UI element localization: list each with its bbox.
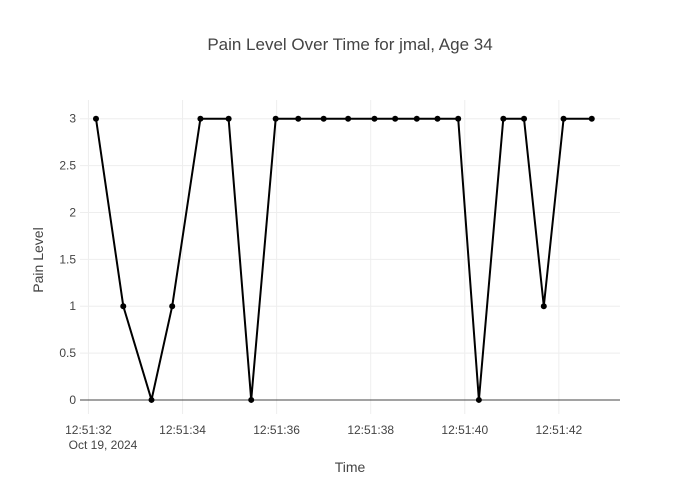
data-point[interactable] xyxy=(272,115,279,122)
x-tick-label: 12:51:38 xyxy=(347,423,394,437)
series-line xyxy=(95,117,592,401)
data-point[interactable] xyxy=(225,115,232,122)
x-tick-label: 12:51:36 xyxy=(253,423,300,437)
data-point[interactable] xyxy=(475,396,482,403)
y-tick-label: 0 xyxy=(69,393,76,407)
chart-title: Pain Level Over Time for jmal, Age 34 xyxy=(207,35,492,54)
data-point[interactable] xyxy=(197,115,204,122)
x-tick-label: 12:51:40 xyxy=(441,423,488,437)
x-tick-label: 12:51:34 xyxy=(159,423,206,437)
x-tick-label: 12:51:32 xyxy=(65,423,112,437)
x-axis-date-label: Oct 19, 2024 xyxy=(69,438,138,452)
data-point[interactable] xyxy=(392,115,399,122)
data-point[interactable] xyxy=(169,303,176,310)
data-point[interactable] xyxy=(434,115,441,122)
data-point[interactable] xyxy=(248,396,255,403)
data-point[interactable] xyxy=(455,115,462,122)
tick-labels: 12:51:32 12:51:34 12:51:36 12:51:38 12:51:40… xyxy=(59,112,582,437)
y-tick-label: 3 xyxy=(69,112,76,126)
data-point[interactable] xyxy=(500,115,507,122)
y-axis-title: Pain Level xyxy=(30,227,46,292)
data-point[interactable] xyxy=(295,115,302,122)
y-tick-label: 0.5 xyxy=(59,346,76,360)
data-point[interactable] xyxy=(92,115,99,122)
data-point[interactable] xyxy=(371,115,378,122)
data-point[interactable] xyxy=(560,115,567,122)
x-tick-label: 12:51:42 xyxy=(535,423,582,437)
y-tick-label: 2.5 xyxy=(59,159,76,173)
data-point[interactable] xyxy=(521,115,528,122)
data-point[interactable] xyxy=(320,115,327,122)
y-tick-label: 2 xyxy=(69,205,76,219)
data-point[interactable] xyxy=(120,303,127,310)
data-point[interactable] xyxy=(148,396,155,403)
data-point[interactable] xyxy=(345,115,352,122)
series-layer xyxy=(92,115,595,403)
x-axis-title: Time xyxy=(335,459,366,475)
y-tick-label: 1 xyxy=(69,299,76,313)
y-tick-label: 1.5 xyxy=(59,252,76,266)
data-point[interactable] xyxy=(413,115,420,122)
data-point[interactable] xyxy=(588,115,595,122)
data-point[interactable] xyxy=(540,303,547,310)
